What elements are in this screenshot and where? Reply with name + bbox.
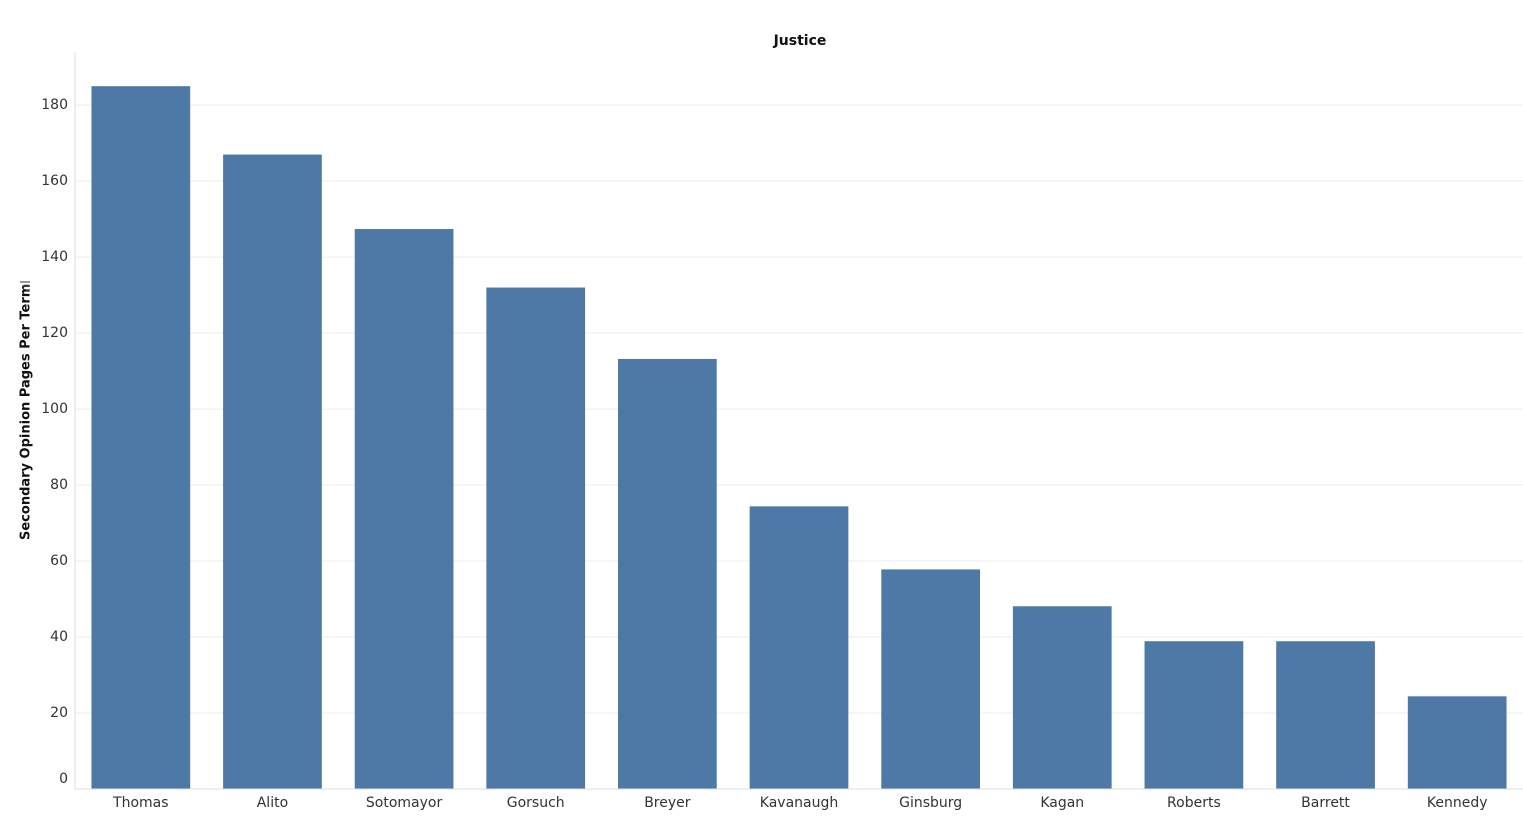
x-tick-label: Ginsburg (899, 795, 962, 811)
y-tick-label: 40 (50, 629, 68, 645)
x-tick-label: Kavanaugh (760, 795, 838, 811)
x-tick-label: Sotomayor (366, 795, 443, 811)
y-tick-label: 20 (50, 705, 68, 721)
y-tick-label: 80 (50, 477, 68, 493)
x-tick-label: Roberts (1167, 795, 1221, 811)
y-tick-label: 120 (41, 325, 68, 341)
x-tick-label: Alito (257, 795, 288, 811)
x-tick-label: Breyer (644, 795, 691, 811)
y-tick-label: 180 (41, 97, 68, 113)
bar (1012, 606, 1112, 789)
bar (1144, 641, 1244, 789)
bar (749, 506, 849, 789)
y-tick-label: 0 (59, 771, 68, 787)
bar (91, 86, 191, 789)
bar (486, 287, 586, 789)
y-tick-label: 160 (41, 173, 68, 189)
x-tick-label: Thomas (112, 795, 169, 811)
y-tick-label: 100 (41, 401, 68, 417)
bar (354, 229, 454, 789)
x-tick-label: Barrett (1301, 795, 1350, 811)
y-tick-label: 140 (41, 249, 68, 265)
y-tick-label: 60 (50, 553, 68, 569)
y-axis-title-group: Secondary Opinion Pages Per Term (19, 284, 34, 540)
bar (881, 569, 980, 789)
y-axis-title: Secondary Opinion Pages Per Term (19, 284, 34, 540)
bar (1407, 696, 1507, 789)
sort-icon (20, 281, 30, 291)
bar (223, 154, 322, 790)
x-tick-label: Kennedy (1427, 795, 1488, 811)
x-tick-label: Gorsuch (507, 795, 565, 811)
bar (1276, 641, 1375, 789)
bar (618, 358, 717, 789)
x-tick-label: Kagan (1040, 795, 1084, 811)
chart-title: Justice (773, 33, 827, 49)
